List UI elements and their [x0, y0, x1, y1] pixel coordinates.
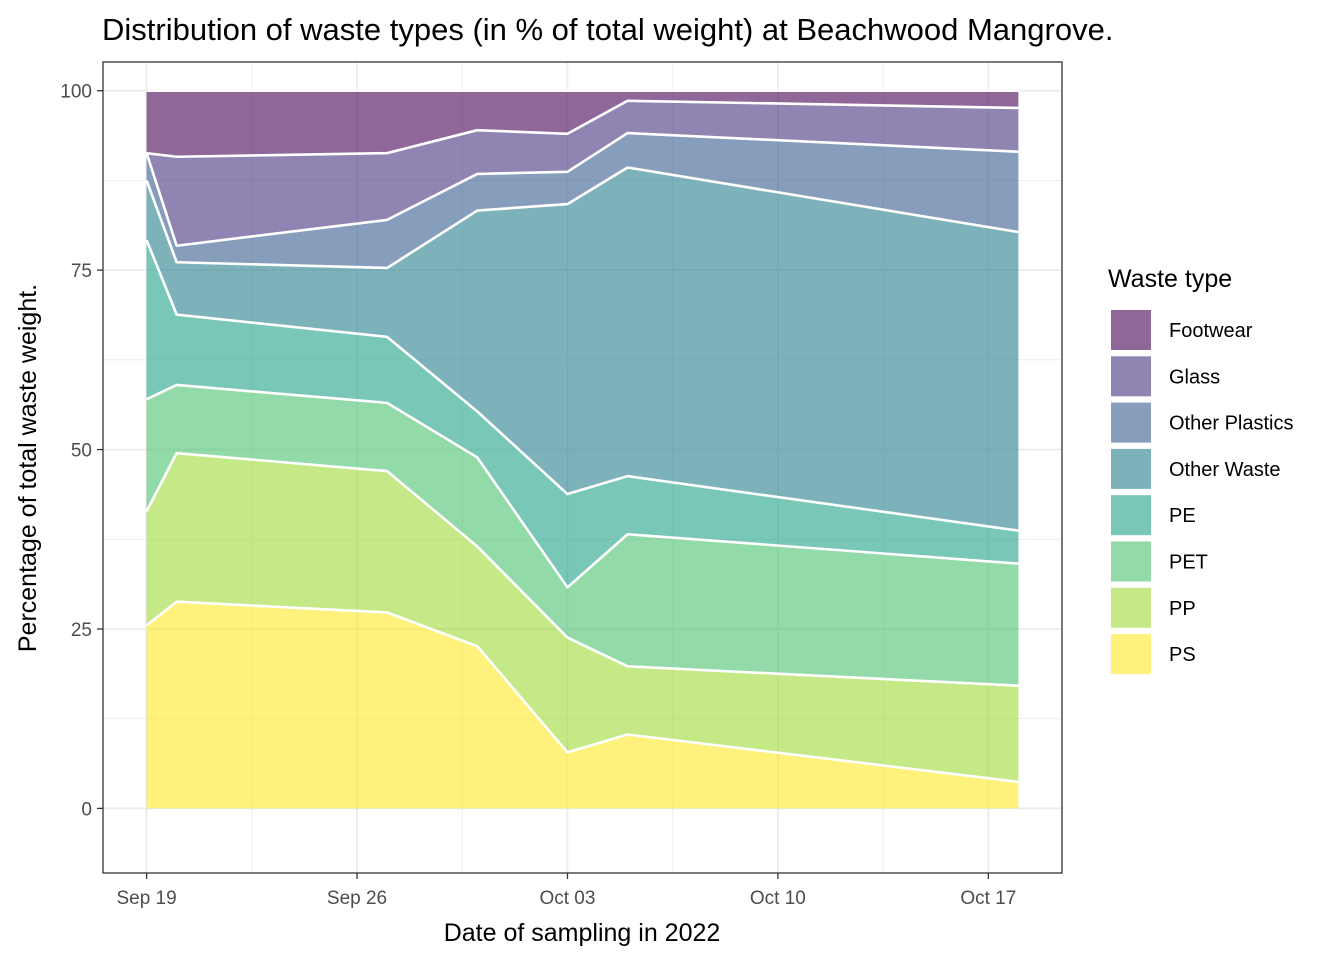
boundary-lines	[145, 89, 1019, 784]
x-tick-label: Oct 10	[750, 888, 806, 909]
boundary-pe	[145, 239, 1019, 532]
area-pet	[146, 384, 1019, 686]
legend-swatch-pp	[1111, 587, 1151, 628]
legend-title: Waste type	[1108, 265, 1232, 293]
boundary-glass	[146, 99, 1019, 159]
x-axis: Sep 19 Sep 26 Oct 03 Oct 10 Oct 17	[116, 873, 1016, 909]
legend-label-pet: PET	[1169, 552, 1208, 574]
legend-swatch-footwear	[1111, 310, 1151, 350]
y-axis: 0 25 50 75 100	[60, 82, 103, 820]
y-tick-label: 0	[81, 799, 92, 820]
legend-swatch-other-plastics	[1111, 402, 1151, 443]
y-tick-label: 50	[71, 441, 92, 462]
boundary-other-plastics	[145, 131, 1019, 248]
boundary-ps	[145, 600, 1019, 784]
legend-label-footwear: Footwear	[1169, 320, 1253, 342]
legend-items: Footwear Glass Other Plastics Other Waste PE…	[1110, 309, 1293, 676]
plot-panel	[102, 61, 1063, 874]
y-axis-title: Percentage of total waste weight.	[14, 284, 42, 652]
y-tick-label: 100	[60, 82, 92, 103]
area-footwear	[146, 90, 1019, 157]
legend-label-ps: PS	[1169, 644, 1196, 666]
legend-swatch-ps	[1111, 634, 1151, 675]
x-axis-title: Date of sampling in 2022	[444, 919, 721, 947]
legend-label-glass: Glass	[1169, 366, 1220, 388]
boundary-pet	[146, 383, 1019, 589]
legend-label-pe: PE	[1169, 505, 1196, 527]
legend-label-pp: PP	[1169, 598, 1196, 620]
legend: Waste type Footwear Glass Other Plastics Ot…	[1108, 265, 1293, 676]
legend-label-other-plastics: Other Plastics	[1169, 413, 1293, 435]
legend-swatch-glass	[1111, 356, 1151, 397]
x-tick-label: Sep 19	[116, 888, 176, 909]
legend-swatch-pet	[1111, 541, 1151, 582]
area-glass	[146, 100, 1019, 246]
x-tick-label: Oct 03	[539, 888, 595, 909]
x-tick-label: Oct 17	[960, 888, 1016, 909]
area-other-waste	[146, 167, 1019, 531]
x-tick-label: Sep 26	[327, 888, 387, 909]
y-tick-label: 25	[71, 620, 92, 641]
legend-swatch-other-waste	[1111, 448, 1151, 489]
area-pp	[146, 453, 1019, 782]
panel-border	[102, 61, 1063, 874]
boundary-pp	[145, 451, 1019, 687]
legend-swatch-pe	[1111, 495, 1151, 536]
y-tick-label: 75	[71, 261, 92, 282]
area-layers	[146, 90, 1019, 809]
boundary-other-waste	[145, 166, 1019, 270]
legend-label-other-waste: Other Waste	[1169, 459, 1281, 481]
area-other-plastics	[146, 133, 1019, 268]
chart-title: Distribution of waste types (in % of tot…	[102, 12, 1113, 47]
